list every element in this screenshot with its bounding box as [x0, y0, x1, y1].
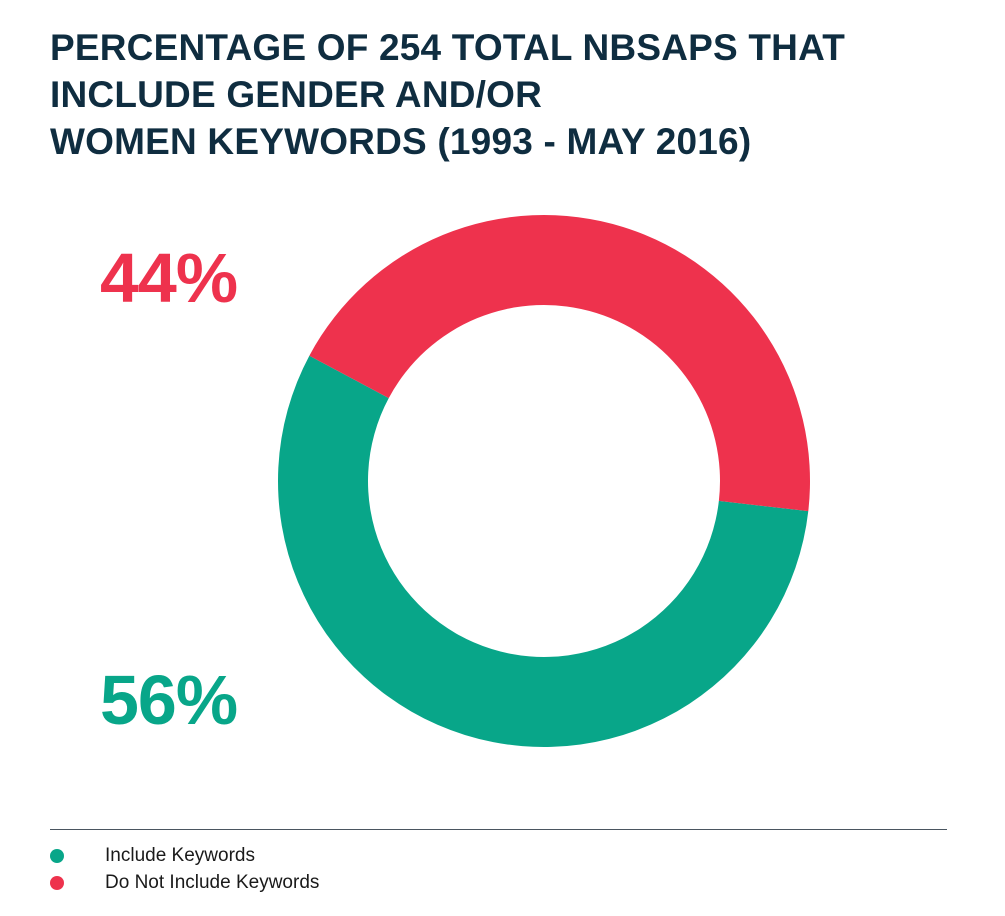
- legend-divider: [50, 829, 947, 830]
- legend-swatch-do-not-include-keywords: [50, 875, 64, 890]
- donut-slice-do-not-include-keywords: [309, 215, 810, 512]
- chart-title: PERCENTAGE OF 254 TOTAL NBSAPS THAT INCL…: [50, 24, 845, 165]
- legend-label-do-not-include-keywords: Do Not Include Keywords: [105, 871, 320, 893]
- legend-label-include-keywords: Include Keywords: [105, 844, 255, 866]
- chart-title-line-1: PERCENTAGE OF 254 TOTAL NBSAPS THAT: [50, 27, 846, 68]
- slice-label-include: 56%: [100, 661, 238, 739]
- chart-title-line-2: INCLUDE GENDER AND/OR: [50, 74, 543, 115]
- chart-title-line-3: WOMEN KEYWORDS (1993 - MAY 2016): [50, 121, 752, 162]
- slice-label-do-not-include: 44%: [100, 239, 238, 317]
- legend-item-include-keywords: Include Keywords: [50, 842, 319, 869]
- legend: Include Keywords Do Not Include Keywords: [50, 842, 319, 896]
- legend-item-do-not-include-keywords: Do Not Include Keywords: [50, 869, 319, 896]
- donut-slice-include-keywords: [278, 355, 809, 747]
- legend-swatch-include-keywords: [50, 848, 64, 863]
